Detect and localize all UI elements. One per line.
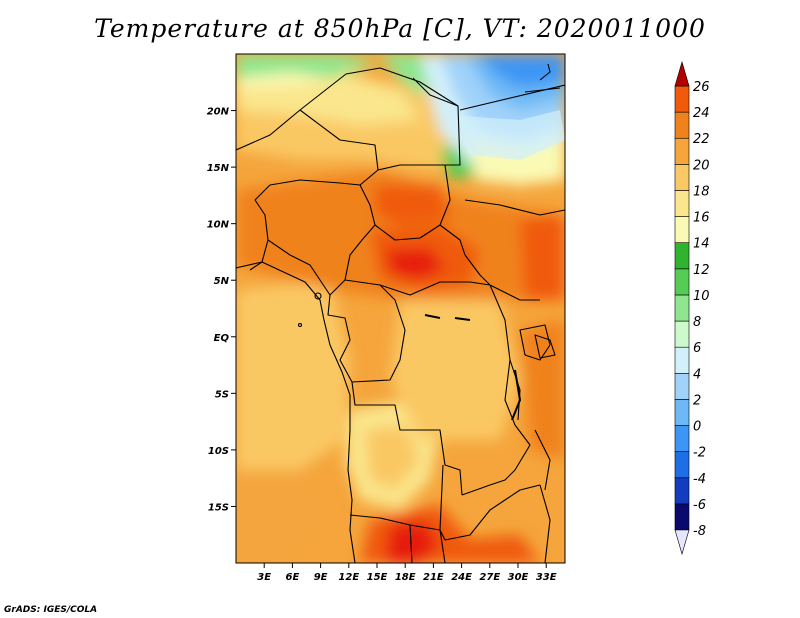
colorbar-label: 16 bbox=[693, 211, 710, 226]
colorbar-box bbox=[675, 504, 689, 530]
colorbar-label: 0 bbox=[693, 420, 701, 435]
lon-tick-label: 6E bbox=[286, 572, 300, 583]
colorbar-label: 4 bbox=[693, 367, 701, 382]
colorbar-label: 10 bbox=[693, 289, 710, 304]
lat-tick-label: 15N bbox=[207, 163, 230, 174]
lat-tick-label: 20N bbox=[207, 107, 230, 118]
colorbar-box bbox=[675, 217, 689, 243]
lon-tick-label: 18E bbox=[395, 572, 416, 583]
lat-tick-label: 10N bbox=[207, 220, 230, 231]
colorbar-label: 6 bbox=[693, 341, 701, 356]
colorbar-label: 2 bbox=[693, 393, 701, 408]
colorbar-label: 14 bbox=[693, 237, 710, 252]
lon-tick-label: 15E bbox=[367, 572, 388, 583]
lon-tick-label: 33E bbox=[536, 572, 557, 583]
colorbar-box bbox=[675, 399, 689, 425]
colorbar-label: 22 bbox=[693, 132, 710, 147]
temperature-field bbox=[236, 54, 565, 563]
colorbar-label: 26 bbox=[693, 80, 710, 95]
colorbar-box bbox=[675, 373, 689, 399]
colorbar-label: -2 bbox=[693, 446, 706, 461]
lon-tick-label: 24E bbox=[451, 572, 472, 583]
colorbar-box bbox=[675, 426, 689, 452]
colorbar-label: 24 bbox=[693, 106, 710, 121]
colorbar-box bbox=[675, 452, 689, 478]
colorbar-box bbox=[675, 321, 689, 347]
lon-tick-label: 27E bbox=[479, 572, 500, 583]
colorbar-label: -6 bbox=[693, 498, 706, 513]
colorbar-label: 18 bbox=[693, 184, 710, 199]
colorbar-label: 8 bbox=[693, 315, 701, 330]
colorbar-box bbox=[675, 478, 689, 504]
colorbar-box bbox=[675, 138, 689, 164]
grads-credit: GrADS: IGES/COLA bbox=[4, 605, 97, 615]
colorbar-low-triangle bbox=[675, 530, 689, 554]
colorbar-box bbox=[675, 347, 689, 373]
lon-tick-label: 3E bbox=[257, 572, 271, 583]
lat-tick-label: 5S bbox=[215, 389, 229, 400]
lon-tick-label: 21E bbox=[423, 572, 444, 583]
colorbar-label: 12 bbox=[693, 263, 710, 278]
colorbar-high-triangle bbox=[675, 62, 689, 86]
lon-axis: 3E 6E 9E 12E 15E 18E 21E 24E 27E 30E 33E bbox=[257, 563, 556, 583]
lat-tick-label: EQ bbox=[214, 333, 230, 344]
colorbar-label: 20 bbox=[693, 158, 710, 173]
lat-tick-label: 5N bbox=[214, 276, 230, 287]
colorbar-box bbox=[675, 269, 689, 295]
colorbar-box bbox=[675, 295, 689, 321]
colorbar-label: -4 bbox=[693, 472, 706, 487]
colorbar-box bbox=[675, 112, 689, 138]
lon-tick-label: 9E bbox=[314, 572, 328, 583]
colorbar-box bbox=[675, 86, 689, 112]
map-figure: 3E 6E 9E 12E 15E 18E 21E 24E 27E 30E 33E 20N 15N 10N… bbox=[0, 0, 800, 618]
colorbar-box bbox=[675, 190, 689, 216]
lat-tick-label: 10S bbox=[208, 446, 229, 457]
lon-tick-label: 30E bbox=[508, 572, 529, 583]
colorbar-box bbox=[675, 164, 689, 190]
colorbar-label: -8 bbox=[693, 524, 706, 539]
lat-tick-label: 15S bbox=[208, 502, 229, 513]
lat-axis: 20N 15N 10N 5N EQ 5S 10S 15S bbox=[207, 107, 236, 514]
colorbar-box bbox=[675, 243, 689, 269]
lon-tick-label: 12E bbox=[338, 572, 359, 583]
